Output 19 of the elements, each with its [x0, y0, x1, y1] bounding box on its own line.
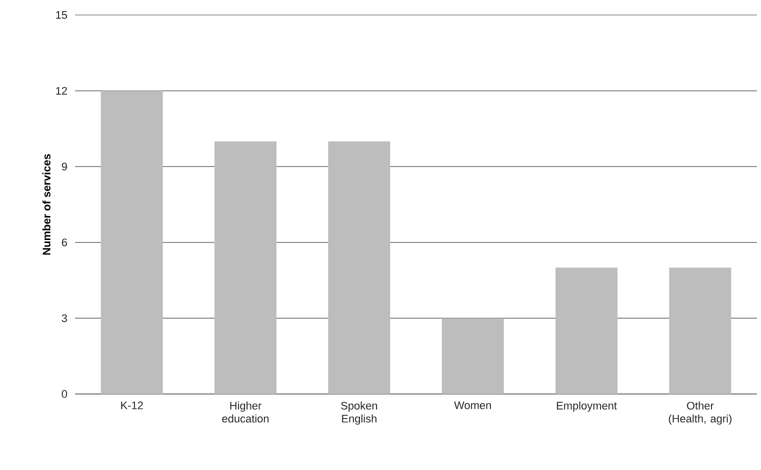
bar [442, 318, 504, 394]
x-tick-label: Higher education [222, 402, 269, 423]
bar [328, 141, 390, 394]
x-tick-label: K-12 [121, 402, 143, 410]
x-tick-label: Other (Health, agri) [668, 402, 732, 425]
y-tick-label: 15 [56, 11, 68, 19]
y-tick-label: 12 [56, 86, 67, 95]
bar [100, 90, 163, 394]
y-tick-label: 9 [62, 162, 67, 170]
y-axis-title: Number of services [42, 154, 50, 255]
x-tick-label: Women [454, 402, 491, 410]
bar [556, 268, 618, 394]
y-tick-label: 3 [62, 314, 67, 322]
x-tick-label: Spoken English [341, 402, 378, 425]
bar [214, 141, 276, 394]
x-tick-label: Employment [556, 402, 617, 412]
y-tick-label: 0 [62, 390, 68, 398]
y-tick-label: 6 [62, 238, 67, 246]
bar [669, 268, 732, 394]
